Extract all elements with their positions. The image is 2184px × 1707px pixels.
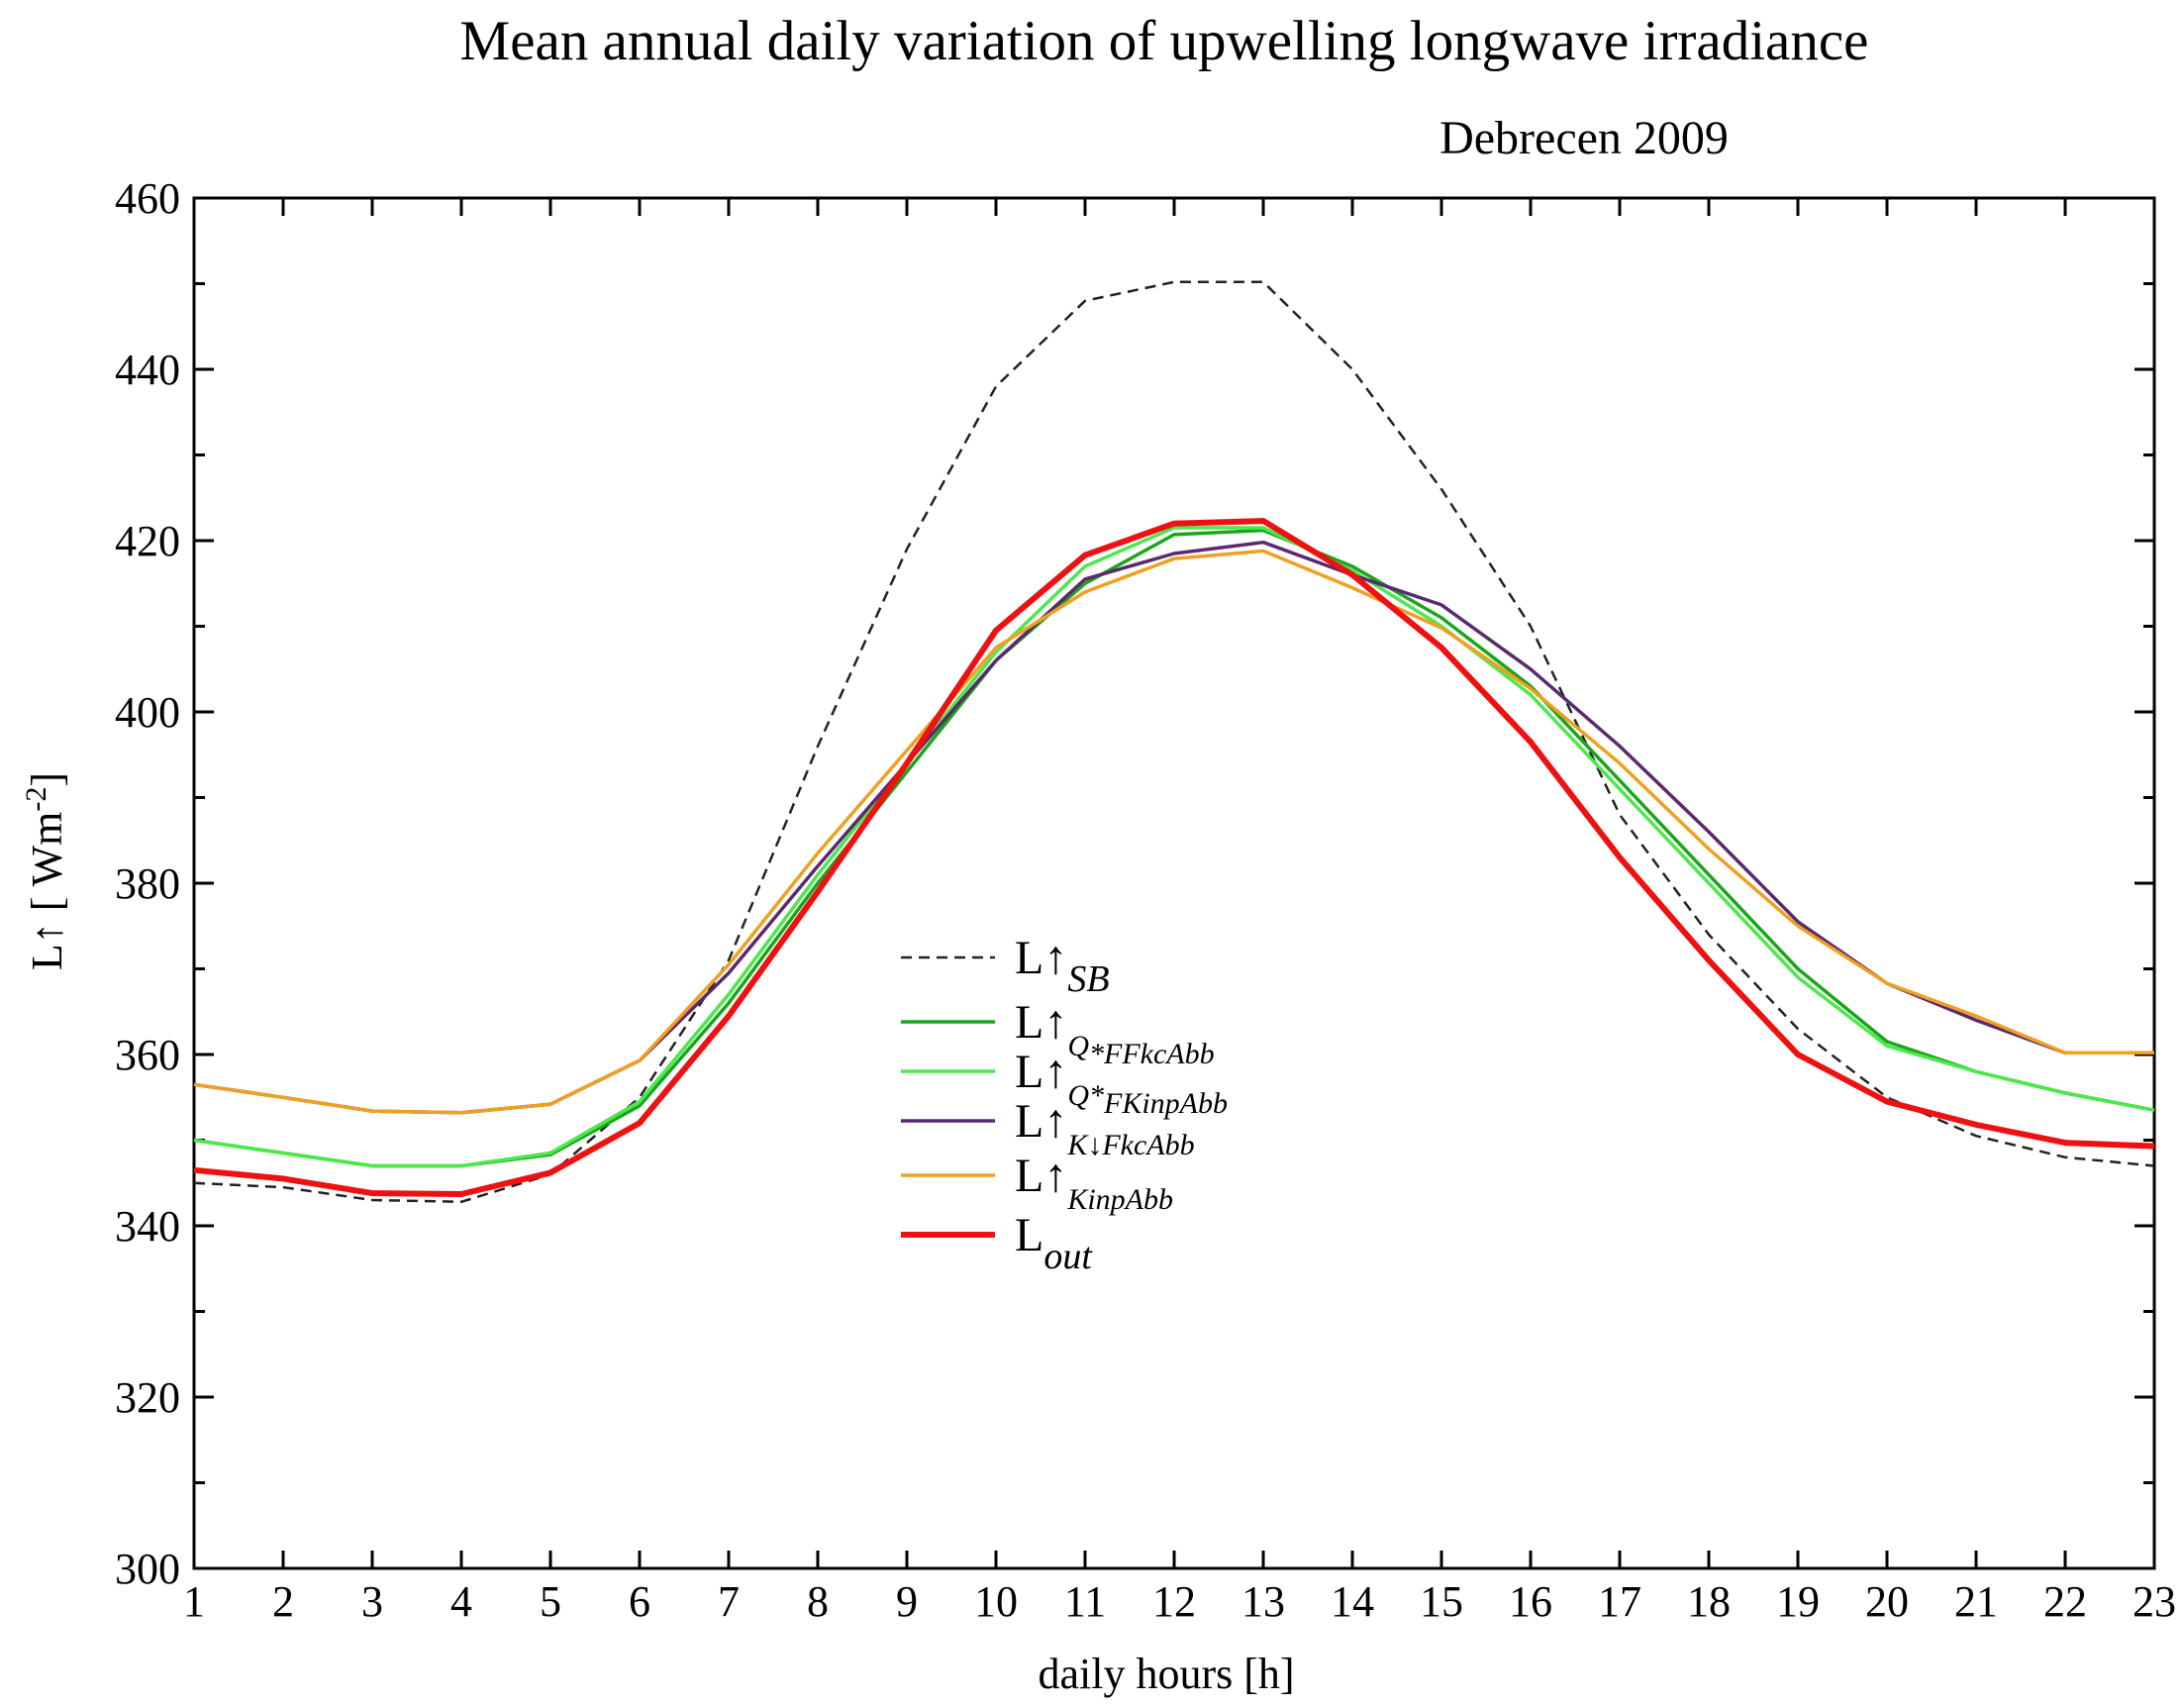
legend-label: L↑K↓FkcAbb — [1015, 1095, 1195, 1161]
x-tick-label: 5 — [540, 1577, 561, 1626]
legend-label: L↑Q*FKinpAbb — [1015, 1046, 1228, 1120]
legend-label-subscript-2: FKinpAbb — [1103, 1087, 1228, 1120]
y-tick-label: 440 — [115, 346, 180, 394]
legend-label-subscript: Q* — [1067, 1079, 1104, 1112]
chart-subtitle: Debrecen 2009 — [1439, 112, 1729, 164]
x-tick-label: 11 — [1064, 1577, 1106, 1626]
series-lines — [193, 280, 2155, 1204]
series-line-2 — [193, 528, 2155, 1168]
legend: L↑SBL↑Q*FFkcAbbL↑Q*FKinpAbbL↑K↓FkcAbbL↑K… — [901, 932, 1228, 1277]
legend-label: L↑Q*FFkcAbb — [1015, 996, 1215, 1070]
x-tick-label: 22 — [2043, 1577, 2087, 1626]
y-axis-label: L↑ [ Wm-2] — [20, 772, 71, 970]
axis-ticks — [192, 196, 2156, 1570]
legend-label-subscript: K↓FkcAbb — [1066, 1129, 1194, 1161]
x-axis-tick-labels: 1 2 3 4 5 6 7 8 9 10 11 12 13 14 15 16 17 18 19 20 21 22 23 — [183, 1577, 2176, 1626]
legend-label-main: L↑ — [1015, 932, 1067, 984]
y-axis-label-end: ] — [23, 772, 71, 787]
legend-label-main: L — [1015, 1209, 1043, 1261]
series-line-3 — [193, 526, 2155, 1168]
legend-label-main: L↑ — [1015, 1150, 1067, 1202]
legend-label-main: L↑ — [1015, 996, 1067, 1049]
legend-label-subscript: Q — [1067, 1030, 1089, 1062]
x-tick-label: 2 — [272, 1577, 294, 1626]
legend-label-subscript: SB — [1067, 958, 1109, 1000]
x-tick-label: 3 — [361, 1577, 383, 1626]
x-tick-label: 19 — [1776, 1577, 1820, 1626]
x-tick-label: 17 — [1598, 1577, 1641, 1626]
x-tick-label: 21 — [1954, 1577, 1998, 1626]
x-tick-label: 14 — [1331, 1577, 1374, 1626]
x-tick-label: 1 — [183, 1577, 205, 1626]
x-tick-label: 9 — [896, 1577, 918, 1626]
plot-area — [192, 196, 2156, 1570]
y-tick-label: 360 — [115, 1031, 180, 1079]
legend-label-main: L↑ — [1015, 1095, 1067, 1148]
y-axis-label-superscript: -2 — [20, 787, 52, 812]
x-tick-label: 15 — [1420, 1577, 1463, 1626]
series-line-5 — [193, 549, 2154, 1115]
series-line-6 — [193, 518, 2155, 1197]
y-axis-tick-labels: 300 320 340 360 380 400 420 440 460 — [115, 174, 180, 1593]
y-tick-label: 420 — [115, 517, 180, 565]
y-tick-label: 300 — [115, 1545, 180, 1593]
chart-title: Mean annual daily variation of upwelling… — [460, 10, 1869, 72]
y-tick-label: 460 — [115, 174, 180, 223]
x-tick-label: 12 — [1152, 1577, 1196, 1626]
x-tick-label: 10 — [974, 1577, 1018, 1626]
y-axis-label-main: L↑ [ Wm — [23, 812, 71, 971]
x-axis-label: daily hours [h] — [1038, 1650, 1294, 1698]
legend-label-subscript: out — [1043, 1236, 1093, 1277]
x-tick-label: 4 — [450, 1577, 472, 1626]
x-tick-label: 6 — [629, 1577, 650, 1626]
x-tick-label: 8 — [807, 1577, 829, 1626]
y-tick-label: 320 — [115, 1373, 180, 1422]
legend-label: Lout — [1015, 1209, 1093, 1277]
x-tick-label: 18 — [1687, 1577, 1731, 1626]
series-line-1 — [193, 280, 2155, 1204]
legend-label: L↑SB — [1015, 932, 1110, 1000]
y-tick-label: 380 — [115, 859, 180, 908]
legend-label-subscript-2: *FFkcAbb — [1089, 1038, 1215, 1070]
legend-label-subscript: KinpAbb — [1066, 1183, 1173, 1216]
y-tick-label: 400 — [115, 688, 180, 737]
y-tick-label: 340 — [115, 1202, 180, 1251]
legend-label: L↑KinpAbb — [1015, 1150, 1173, 1216]
x-tick-label: 20 — [1865, 1577, 1909, 1626]
x-tick-label: 23 — [2133, 1577, 2176, 1626]
legend-label-main: L↑ — [1015, 1046, 1067, 1098]
x-tick-label: 7 — [718, 1577, 740, 1626]
x-tick-label: 13 — [1241, 1577, 1285, 1626]
x-tick-label: 16 — [1509, 1577, 1552, 1626]
